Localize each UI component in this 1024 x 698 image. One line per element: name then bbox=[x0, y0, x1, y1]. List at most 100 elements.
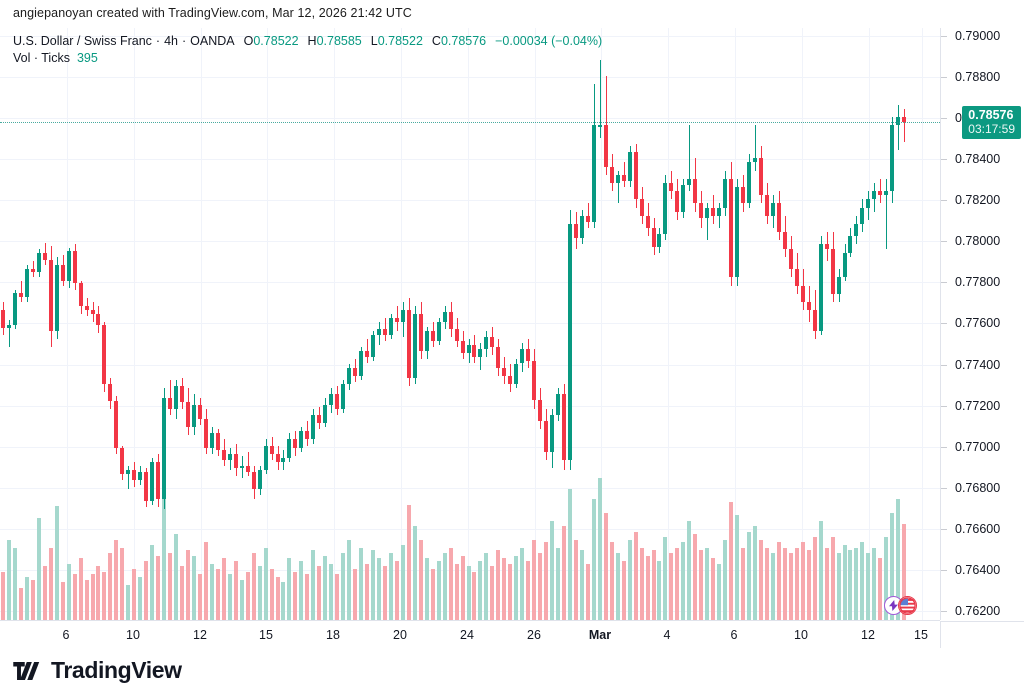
current-price-value: 0.78576 bbox=[968, 108, 1014, 122]
candle-body bbox=[222, 449, 226, 460]
volume-bar bbox=[884, 537, 888, 620]
volume-bar bbox=[872, 548, 876, 620]
price-scale-tick bbox=[941, 610, 947, 612]
candle-body bbox=[73, 250, 77, 284]
us-flag-globe-icon[interactable] bbox=[898, 596, 917, 615]
time-axis[interactable]: 6 10 12 15 18 20 24 26 Mar 4 6 10 12 15 bbox=[0, 620, 1024, 650]
volume-bar bbox=[878, 558, 882, 620]
grid-line-vertical bbox=[801, 28, 803, 620]
chart-plot-area[interactable] bbox=[0, 28, 940, 620]
volume-bar bbox=[252, 553, 256, 620]
volume-bar bbox=[526, 561, 530, 620]
candle-body bbox=[377, 328, 381, 335]
volume-bar bbox=[640, 548, 644, 620]
candle-body bbox=[96, 314, 100, 325]
candle-body bbox=[484, 336, 488, 350]
price-scale-label: 0.77800 bbox=[955, 274, 1001, 289]
price-scale[interactable]: 0.790000.788000.786000.784000.782000.780… bbox=[940, 28, 1024, 620]
footer: TradingView bbox=[0, 648, 1024, 698]
grid-line-vertical bbox=[266, 28, 268, 620]
price-scale-label: 0.76200 bbox=[955, 603, 1001, 618]
price-scale-label: 0.77400 bbox=[955, 357, 1001, 372]
grid-line-vertical bbox=[734, 28, 736, 620]
candle-body bbox=[162, 398, 166, 499]
volume-bar bbox=[120, 548, 124, 620]
volume-bar bbox=[329, 564, 333, 620]
candle-body bbox=[502, 367, 506, 376]
candle-body bbox=[598, 125, 602, 127]
candle-body bbox=[138, 472, 142, 481]
price-scale-label: 0.79000 bbox=[955, 28, 1001, 43]
candle-body bbox=[85, 306, 89, 311]
time-axis-label: 26 bbox=[527, 628, 541, 642]
candle-body bbox=[890, 125, 894, 192]
volume-bar bbox=[222, 558, 226, 620]
price-scale-tick bbox=[941, 405, 947, 407]
volume-bar bbox=[108, 553, 112, 620]
volume-bar bbox=[628, 540, 632, 620]
volume-bar bbox=[693, 534, 697, 620]
grid-line-vertical bbox=[333, 28, 335, 620]
candle-body bbox=[771, 203, 775, 216]
volume-bar bbox=[604, 513, 608, 620]
candle-body bbox=[592, 125, 596, 222]
candle-body bbox=[675, 191, 679, 212]
volume-bar bbox=[240, 580, 244, 620]
price-scale-label: 0.76600 bbox=[955, 521, 1001, 536]
price-scale-label: 0.76800 bbox=[955, 480, 1001, 495]
candle-wick bbox=[588, 203, 589, 229]
candle-body bbox=[216, 433, 220, 450]
candle-body bbox=[198, 404, 202, 419]
candle-body bbox=[437, 322, 441, 341]
candle-body bbox=[604, 125, 608, 167]
candle-body bbox=[837, 277, 841, 294]
volume-bar bbox=[699, 550, 703, 620]
volume-bar bbox=[31, 580, 35, 620]
volume-bar bbox=[866, 553, 870, 620]
candle-body bbox=[19, 292, 23, 297]
candle-body bbox=[359, 351, 363, 376]
candle-body bbox=[860, 207, 864, 224]
volume-bar bbox=[305, 574, 309, 620]
volume-bar bbox=[150, 545, 154, 620]
volume-bar bbox=[777, 542, 781, 620]
candle-body bbox=[640, 199, 644, 216]
volume-bar bbox=[216, 569, 220, 620]
volume-bar bbox=[514, 556, 518, 620]
volume-bar bbox=[43, 566, 47, 620]
candle-body bbox=[669, 182, 673, 192]
price-scale-tick bbox=[941, 158, 947, 160]
volume-bar bbox=[646, 556, 650, 620]
tradingview-logo[interactable]: TradingView bbox=[13, 659, 182, 682]
volume-bar bbox=[741, 548, 745, 620]
price-scale-tick bbox=[941, 528, 947, 530]
candle-body bbox=[449, 312, 453, 329]
volume-bar bbox=[67, 564, 71, 620]
candle-body bbox=[186, 402, 190, 428]
candle-body bbox=[335, 394, 339, 409]
current-price-tag[interactable]: 0.78576 03:17:59 bbox=[962, 106, 1021, 139]
volume-bar bbox=[359, 548, 363, 620]
volume-bar bbox=[825, 548, 829, 620]
grid-line-horizontal bbox=[0, 35, 940, 37]
candle-body bbox=[311, 414, 315, 440]
tradingview-mark-icon bbox=[13, 661, 40, 680]
chart-frame: U.S. Dollar / Swiss Franc · 4h · OANDA O… bbox=[0, 28, 1024, 620]
candle-body bbox=[144, 472, 148, 501]
candle-wick bbox=[886, 178, 887, 249]
candle-body bbox=[472, 345, 476, 358]
candle-body bbox=[210, 433, 214, 448]
candle-body bbox=[532, 361, 536, 401]
volume-bar bbox=[753, 526, 757, 620]
volume-bar bbox=[449, 548, 453, 620]
price-scale-tick bbox=[941, 322, 947, 324]
volume-bar bbox=[19, 588, 23, 620]
volume-bar bbox=[717, 564, 721, 620]
volume-bar bbox=[520, 548, 524, 620]
candle-body bbox=[795, 269, 799, 286]
volume-bar bbox=[562, 526, 566, 620]
volume-bar bbox=[610, 542, 614, 620]
price-scale-tick bbox=[941, 364, 947, 366]
price-scale-tick bbox=[941, 76, 947, 78]
price-scale-label: 0.78200 bbox=[955, 192, 1001, 207]
